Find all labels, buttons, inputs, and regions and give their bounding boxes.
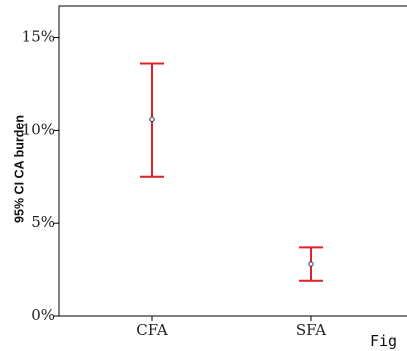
figure-label: Fig 2: [370, 332, 407, 350]
error-bars: [140, 62, 323, 282]
x-tick-label: SFA: [296, 321, 326, 339]
x-axis-ticks: CFA SFA: [136, 316, 326, 339]
y-tick-label: 10%: [22, 120, 55, 138]
mean-marker: [149, 116, 155, 122]
y-tick-label: 0%: [31, 306, 55, 324]
y-tick-label: 5%: [31, 213, 55, 231]
plot-frame: [58, 5, 407, 317]
y-tick-label: 15%: [22, 28, 55, 46]
x-tick-label: CFA: [136, 321, 168, 339]
y-axis-ticks: 0% 5% 10% 15%: [22, 28, 59, 324]
mean-marker: [308, 261, 314, 267]
y-axis-title: 95% CI CA burden: [12, 115, 26, 223]
